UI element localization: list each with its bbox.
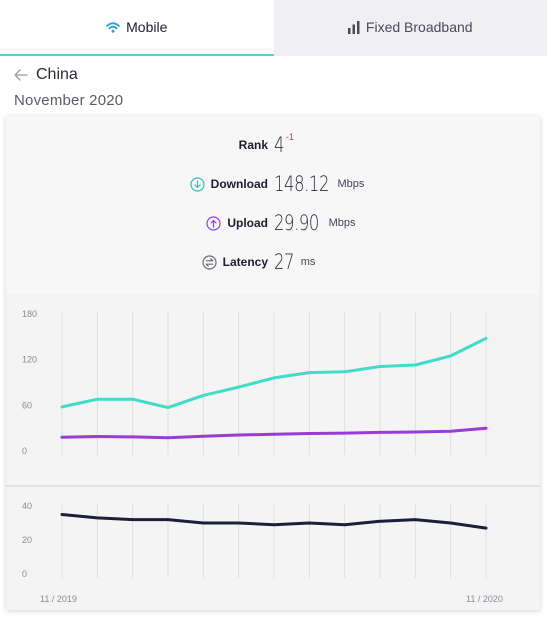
download-value-group: 148.12 Mbps (274, 167, 364, 201)
rank-label: Rank (239, 128, 268, 162)
upload-label: Upload (206, 206, 268, 240)
latency-row: Latency 27 ms (6, 245, 540, 279)
download-icon (190, 176, 205, 192)
x-tick-label: 11 / 2019 (40, 594, 77, 604)
connection-type-tabs: Mobile Fixed Broadband (0, 0, 547, 56)
download-row: Download 148.12 Mbps (6, 167, 540, 201)
upload-value-group: 29.90 Mbps (274, 206, 356, 240)
rank-change: -1 (285, 132, 294, 142)
y-tick-label: 20 (22, 535, 32, 545)
page-header: China November 2020 (14, 64, 123, 109)
download-unit: Mbps (337, 178, 365, 190)
latency-label-text: Latency (222, 255, 268, 269)
latency-icon (202, 254, 217, 270)
wifi-icon (106, 21, 121, 33)
upload-row: Upload 29.90 Mbps (6, 206, 540, 240)
history-charts: 0 60 120 180 0 20 40 11 / 2019 11 / 2020 (6, 294, 540, 610)
download-label-text: Download (210, 177, 268, 191)
download-value: 148.12 (274, 172, 329, 196)
y-tick-label: 0 (22, 446, 27, 456)
country-name: China (36, 66, 78, 83)
upload-icon (206, 215, 221, 231)
rank-label-text: Rank (238, 138, 268, 152)
rank-value-group: 4 -1 (274, 128, 294, 162)
y-tick-label: 40 (22, 501, 32, 511)
rank-row: Rank 4 -1 (6, 128, 540, 162)
stats-card: Rank 4 -1 Download 148.12 Mbps (6, 116, 540, 610)
country-row: China (14, 64, 123, 86)
tab-fixed-broadband[interactable]: Fixed Broadband (273, 0, 547, 56)
latency-line (60, 513, 488, 530)
y-tick-label: 60 (22, 400, 32, 410)
latency-unit: ms (300, 256, 316, 268)
y-tick-label: 120 (22, 355, 37, 365)
stats-panel: Rank 4 -1 Download 148.12 Mbps (6, 116, 540, 294)
bar-chart-icon (347, 20, 360, 34)
tab-mobile[interactable]: Mobile (0, 0, 274, 56)
x-tick-label: 11 / 2020 (466, 594, 503, 604)
upload-value: 29.90 (274, 211, 319, 235)
y-tick-label: 0 (22, 569, 27, 579)
download-line (60, 336, 488, 410)
back-arrow-icon[interactable] (14, 69, 28, 81)
tab-mobile-label: Mobile (126, 19, 168, 35)
report-period: November 2020 (14, 92, 124, 109)
upload-label-text: Upload (227, 216, 268, 230)
upload-line (60, 426, 488, 440)
y-tick-label: 180 (22, 309, 37, 319)
latency-value: 27 (274, 250, 295, 274)
history-charts-svg: 0 60 120 180 0 20 40 11 / 2019 11 / 2020 (6, 309, 540, 604)
rank-value: 4 (274, 133, 285, 157)
latency-value-group: 27 ms (274, 245, 315, 279)
tab-fixed-broadband-label: Fixed Broadband (365, 19, 473, 35)
latency-label: Latency (202, 245, 268, 279)
upload-unit: Mbps (328, 217, 356, 229)
download-label: Download (190, 167, 268, 201)
